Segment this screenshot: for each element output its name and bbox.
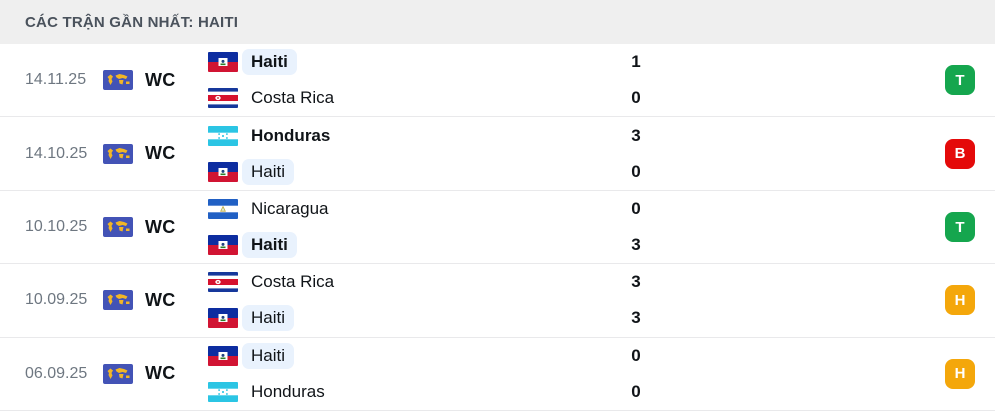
match-date: 06.09.25 xyxy=(25,364,88,382)
honduras-flag xyxy=(208,381,238,402)
result-badge[interactable]: H xyxy=(945,285,975,316)
team-score: 0 xyxy=(631,88,641,108)
competition-label: WC xyxy=(145,289,176,310)
competition: WC xyxy=(103,290,208,311)
result-badge-col: H xyxy=(945,285,975,316)
team-name: Haiti xyxy=(242,49,297,76)
costa-rica-flag xyxy=(208,88,238,109)
result-badge[interactable]: H xyxy=(945,358,975,389)
competition-label: WC xyxy=(145,69,176,90)
team-name: Nicaragua xyxy=(251,199,329,219)
haiti-flag xyxy=(208,345,238,366)
team-line-home: Nicaragua 0 xyxy=(208,194,656,225)
match-row[interactable]: 14.11.25 WC Haiti 1 Costa Ric xyxy=(0,44,995,118)
team-line-away: Haiti 0 xyxy=(208,156,656,187)
team-score: 3 xyxy=(631,272,641,292)
team-score: 0 xyxy=(631,199,641,219)
result-badge-col: H xyxy=(945,358,975,389)
team-score: 3 xyxy=(631,235,641,255)
haiti-flag xyxy=(208,161,238,182)
team-score: 3 xyxy=(631,125,641,145)
competition: WC xyxy=(103,363,208,384)
match-date: 10.10.25 xyxy=(25,218,88,236)
match-row[interactable]: 10.10.25 WC Nicaragua 0 Haiti xyxy=(0,190,995,265)
haiti-flag xyxy=(208,235,238,256)
match-date: 10.09.25 xyxy=(25,291,88,309)
team-score: 0 xyxy=(631,161,641,181)
team-pairs: Nicaragua 0 Haiti 3 xyxy=(208,194,656,261)
team-line-home: Honduras 3 xyxy=(208,120,656,151)
honduras-flag xyxy=(208,125,238,146)
team-pairs: Costa Rica 3 Haiti 3 xyxy=(208,267,656,334)
team-score: 3 xyxy=(631,308,641,328)
competition: WC xyxy=(103,70,208,91)
team-name: Costa Rica xyxy=(251,272,335,292)
team-line-home: Haiti 0 xyxy=(208,340,656,371)
widget-title: CÁC TRẬN GẦN NHẤT: HAITI xyxy=(25,13,239,31)
result-badge[interactable]: T xyxy=(945,65,975,96)
match-row[interactable]: 06.09.25 WC Haiti 0 Honduras xyxy=(0,337,995,411)
team-pairs: Honduras 3 Haiti 0 xyxy=(208,120,656,187)
world-cup-icon xyxy=(103,143,133,164)
world-cup-icon xyxy=(103,290,133,311)
world-cup-icon xyxy=(103,70,133,91)
team-line-away: Haiti 3 xyxy=(208,230,656,261)
competition-label: WC xyxy=(145,216,176,237)
team-line-away: Honduras 0 xyxy=(208,376,656,407)
haiti-flag xyxy=(208,308,238,329)
widget-header: CÁC TRẬN GẦN NHẤT: HAITI xyxy=(0,0,995,44)
team-line-home: Haiti 1 xyxy=(208,47,656,78)
nicaragua-flag xyxy=(208,199,238,220)
world-cup-icon xyxy=(103,217,133,238)
result-badge-col: T xyxy=(945,212,975,243)
result-badge[interactable]: B xyxy=(945,138,975,169)
team-name: Haiti xyxy=(242,158,295,185)
competition-label: WC xyxy=(145,143,176,164)
costa-rica-flag xyxy=(208,272,238,293)
match-row[interactable]: 10.09.25 WC Costa Rica 3 Hait xyxy=(0,264,995,338)
team-score: 1 xyxy=(631,52,641,72)
team-score: 0 xyxy=(631,345,641,365)
match-row[interactable]: 14.10.25 WC Honduras 3 Haiti xyxy=(0,117,995,191)
team-score: 0 xyxy=(631,381,641,401)
result-badge-col: T xyxy=(945,65,975,96)
team-name: Haiti xyxy=(242,342,295,369)
match-list: 14.11.25 WC Haiti 1 Costa Ric xyxy=(0,44,995,411)
match-date: 14.11.25 xyxy=(25,71,87,89)
team-name: Honduras xyxy=(251,381,325,401)
team-line-away: Costa Rica 0 xyxy=(208,83,656,114)
competition-label: WC xyxy=(145,363,176,384)
competition: WC xyxy=(103,143,208,164)
team-name: Honduras xyxy=(251,125,331,145)
result-badge-col: B xyxy=(945,138,975,169)
team-name: Haiti xyxy=(242,305,295,332)
team-line-away: Haiti 3 xyxy=(208,303,656,334)
world-cup-icon xyxy=(103,363,133,384)
team-pairs: Haiti 1 Costa Rica 0 xyxy=(208,47,656,114)
team-name: Costa Rica xyxy=(251,88,335,108)
match-date: 14.10.25 xyxy=(25,144,88,162)
team-pairs: Haiti 0 Honduras 0 xyxy=(208,340,656,407)
team-line-home: Costa Rica 3 xyxy=(208,267,656,298)
competition: WC xyxy=(103,217,208,238)
team-name: Haiti xyxy=(242,232,297,259)
result-badge[interactable]: T xyxy=(945,212,975,243)
haiti-flag xyxy=(208,52,238,73)
